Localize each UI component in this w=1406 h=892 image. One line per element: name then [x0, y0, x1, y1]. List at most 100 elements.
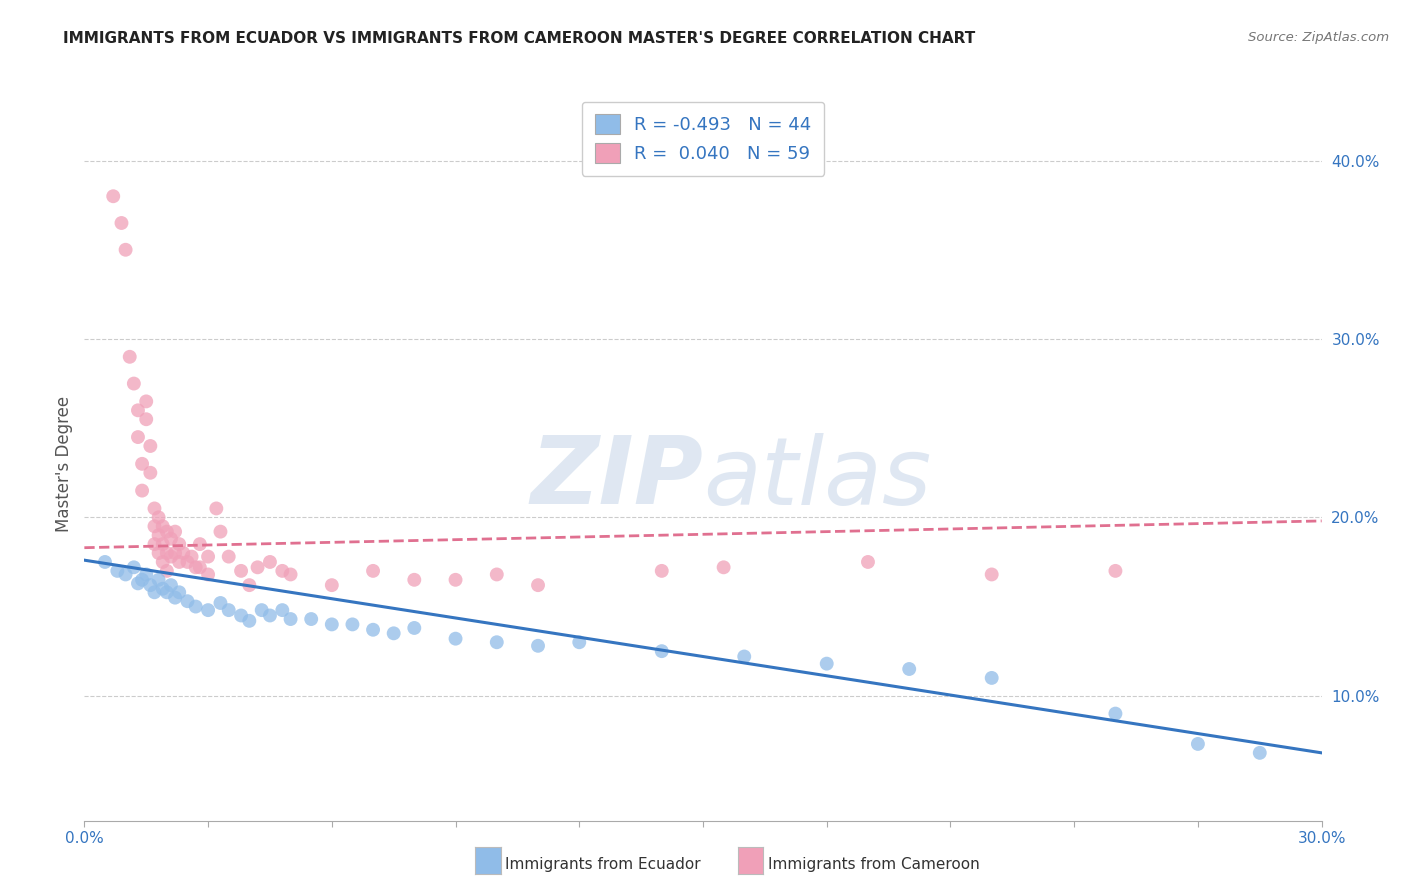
Point	[148, 573, 170, 587]
Point	[167, 537, 190, 551]
Point	[651, 644, 673, 658]
Point	[856, 555, 879, 569]
Point	[143, 537, 166, 551]
Point	[404, 573, 426, 587]
Point	[361, 623, 384, 637]
Point	[651, 564, 673, 578]
Point	[114, 243, 136, 257]
Point	[444, 632, 467, 646]
Point	[167, 585, 190, 599]
Point	[152, 582, 174, 596]
Point	[114, 567, 136, 582]
Point	[156, 546, 179, 560]
Point	[527, 639, 550, 653]
Point	[1187, 737, 1209, 751]
Point	[568, 635, 591, 649]
Point	[131, 483, 153, 498]
Text: Immigrants from Ecuador: Immigrants from Ecuador	[505, 857, 700, 872]
Point	[197, 549, 219, 564]
Point	[184, 560, 207, 574]
Point	[382, 626, 405, 640]
Point	[152, 537, 174, 551]
Point	[135, 412, 157, 426]
Point	[733, 649, 755, 664]
Point	[165, 524, 187, 539]
Point	[139, 466, 162, 480]
Point	[122, 560, 145, 574]
Point	[209, 596, 232, 610]
Point	[280, 567, 302, 582]
Point	[980, 567, 1002, 582]
Point	[321, 578, 343, 592]
Point	[361, 564, 384, 578]
Point	[143, 585, 166, 599]
Point	[139, 578, 162, 592]
Point	[152, 555, 174, 569]
Point	[280, 612, 302, 626]
Point	[148, 528, 170, 542]
Point	[209, 524, 232, 539]
Point	[156, 564, 179, 578]
Text: Immigrants from Cameroon: Immigrants from Cameroon	[768, 857, 980, 872]
Point	[165, 546, 187, 560]
Point	[188, 537, 211, 551]
Point	[184, 599, 207, 614]
Point	[259, 608, 281, 623]
Point	[342, 617, 364, 632]
Point	[188, 560, 211, 574]
Point	[1104, 706, 1126, 721]
Point	[197, 603, 219, 617]
Point	[122, 376, 145, 391]
Point	[321, 617, 343, 632]
Point	[167, 555, 190, 569]
Point	[229, 564, 252, 578]
Point	[271, 603, 294, 617]
Point	[238, 614, 260, 628]
Point	[980, 671, 1002, 685]
Point	[118, 350, 141, 364]
Point	[110, 216, 132, 230]
Text: ZIP: ZIP	[530, 432, 703, 524]
Point	[815, 657, 838, 671]
Point	[444, 573, 467, 587]
Point	[103, 189, 125, 203]
Point	[156, 524, 179, 539]
Point	[148, 546, 170, 560]
Point	[205, 501, 228, 516]
Point	[1249, 746, 1271, 760]
Point	[197, 567, 219, 582]
Point	[527, 578, 550, 592]
Point	[156, 585, 179, 599]
Point	[172, 546, 194, 560]
Point	[143, 501, 166, 516]
Point	[135, 567, 157, 582]
Point	[485, 635, 508, 649]
Point	[160, 549, 183, 564]
Point	[105, 564, 128, 578]
Point	[713, 560, 735, 574]
Point	[229, 608, 252, 623]
Point	[135, 394, 157, 409]
Point	[131, 457, 153, 471]
Point	[160, 578, 183, 592]
Text: atlas: atlas	[703, 433, 931, 524]
Point	[404, 621, 426, 635]
Point	[1104, 564, 1126, 578]
Point	[250, 603, 273, 617]
Point	[131, 573, 153, 587]
Point	[139, 439, 162, 453]
Point	[176, 555, 198, 569]
Point	[259, 555, 281, 569]
Point	[485, 567, 508, 582]
Point	[148, 510, 170, 524]
Point	[180, 549, 202, 564]
Point	[143, 519, 166, 533]
Point	[898, 662, 921, 676]
Point	[176, 594, 198, 608]
Point	[127, 430, 149, 444]
Point	[127, 576, 149, 591]
Point	[218, 603, 240, 617]
Legend: R = -0.493   N = 44, R =  0.040   N = 59: R = -0.493 N = 44, R = 0.040 N = 59	[582, 102, 824, 176]
Point	[271, 564, 294, 578]
Point	[127, 403, 149, 417]
